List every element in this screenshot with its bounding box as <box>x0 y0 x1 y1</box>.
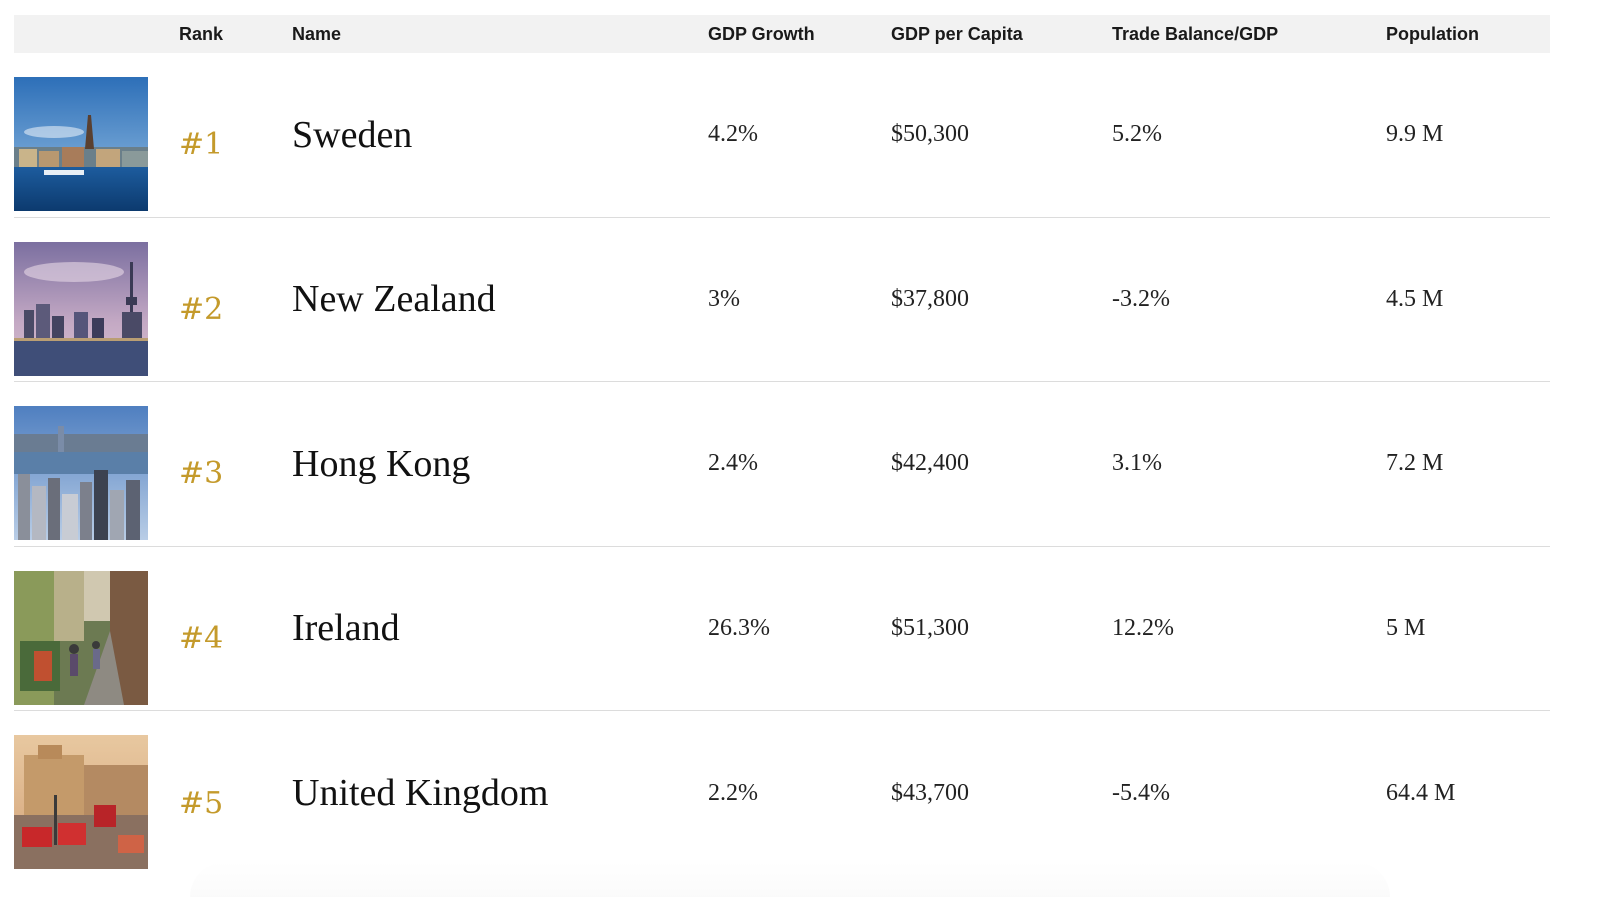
gdp-per-capita-value: $43,700 <box>891 779 969 806</box>
country-name-link[interactable]: Sweden <box>292 113 413 156</box>
new-zealand-city-photo <box>14 241 148 376</box>
column-header-gdp-per-capita[interactable]: GDP per Capita <box>891 24 1023 44</box>
gdp-per-capita-value: $51,300 <box>891 614 969 641</box>
trade-balance-value: 3.1% <box>1112 450 1162 477</box>
trade-balance-value: -5.4% <box>1112 779 1170 806</box>
gdp-per-capita-value: $37,800 <box>891 285 969 312</box>
table-row[interactable]: #2 New Zealand 3% $37,800 -3.2% 4.5 M <box>14 218 1550 382</box>
bottom-fade-overlay <box>190 862 1390 897</box>
country-photo-new-zealand[interactable] <box>14 241 148 376</box>
column-header-trade-balance[interactable]: Trade Balance/GDP <box>1112 24 1279 44</box>
column-header-name[interactable]: Name <box>292 24 342 44</box>
column-header-rank[interactable]: Rank <box>179 24 224 44</box>
rank-value: #3 <box>179 456 224 492</box>
gdp-growth-value: 2.2% <box>708 779 758 806</box>
gdp-per-capita-value: $50,300 <box>891 121 969 148</box>
sweden-city-photo <box>14 77 148 211</box>
country-photo-united-kingdom[interactable] <box>14 735 148 869</box>
gdp-growth-value: 3% <box>708 285 740 312</box>
country-name-link[interactable]: New Zealand <box>292 278 496 321</box>
rank-value: #4 <box>179 620 224 656</box>
gdp-growth-value: 2.4% <box>708 450 758 477</box>
gdp-growth-value: 26.3% <box>708 614 770 641</box>
trade-balance-value: -3.2% <box>1112 285 1170 312</box>
table-header: Rank Name GDP Growth GDP per Capita Trad… <box>14 15 1550 53</box>
gdp-growth-value: 4.2% <box>708 121 758 148</box>
rank-value: #2 <box>179 291 224 327</box>
country-ranking-table: Rank Name GDP Growth GDP per Capita Trad… <box>14 15 1550 876</box>
country-photo-hong-kong[interactable] <box>14 406 148 540</box>
country-name-link[interactable]: Ireland <box>292 607 400 650</box>
table-row[interactable]: #5 United Kingdom 2.2% $43,700 -5.4% 64.… <box>14 711 1550 876</box>
table-row[interactable]: #3 Hong Kong 2.4% $42,400 3.1% 7.2 M <box>14 382 1550 547</box>
country-name-link[interactable]: Hong Kong <box>292 442 471 485</box>
rank-value: #5 <box>179 785 224 821</box>
population-value: 64.4 M <box>1386 779 1456 806</box>
united-kingdom-street-photo <box>14 735 148 869</box>
column-header-gdp-growth[interactable]: GDP Growth <box>708 24 815 44</box>
rank-value: #1 <box>179 127 224 163</box>
population-value: 7.2 M <box>1386 450 1444 477</box>
trade-balance-value: 12.2% <box>1112 614 1174 641</box>
population-value: 9.9 M <box>1386 121 1444 148</box>
gdp-per-capita-value: $42,400 <box>891 450 969 477</box>
country-photo-sweden[interactable] <box>14 77 148 211</box>
country-name-link[interactable]: United Kingdom <box>292 772 549 815</box>
column-header-population[interactable]: Population <box>1386 24 1479 44</box>
hong-kong-city-photo <box>14 406 148 540</box>
population-value: 5 M <box>1386 614 1426 641</box>
table-row[interactable]: #4 Ireland 26.3% $51,300 12.2% 5 M <box>14 547 1550 711</box>
table-row[interactable]: #1 Sweden 4.2% $50,300 5.2% 9.9 M <box>14 53 1550 218</box>
trade-balance-value: 5.2% <box>1112 121 1162 148</box>
population-value: 4.5 M <box>1386 285 1444 312</box>
country-photo-ireland[interactable] <box>14 570 148 705</box>
ireland-street-photo <box>14 570 148 705</box>
